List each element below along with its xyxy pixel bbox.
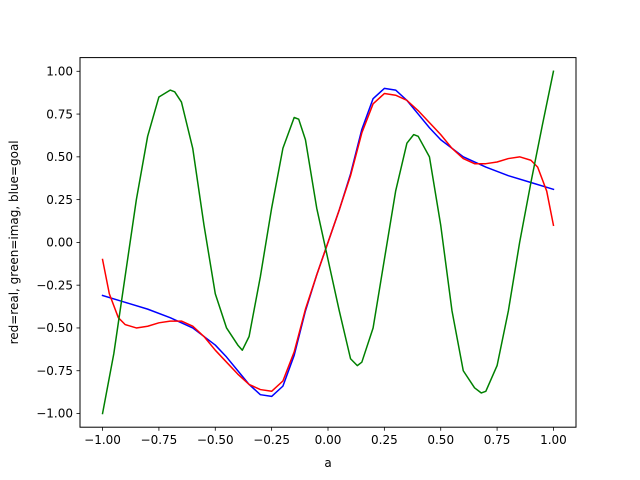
y-tick-label: −1.00 — [36, 407, 73, 421]
y-tick-label: −0.25 — [36, 278, 73, 292]
y-tick-label: 0.75 — [46, 107, 73, 121]
y-tick-label: 0.50 — [46, 150, 73, 164]
x-tick-label: −0.50 — [197, 433, 234, 447]
series-line-1 — [101, 92, 555, 393]
y-tick-label: 1.00 — [46, 64, 73, 78]
x-tick-label: 1.00 — [540, 433, 567, 447]
x-tick-label: 0.50 — [427, 433, 454, 447]
x-axis-label: a — [324, 456, 331, 470]
x-tick-label: −0.75 — [141, 433, 178, 447]
x-tick-label: −1.00 — [84, 433, 121, 447]
x-tick-label: −0.25 — [253, 433, 290, 447]
y-tick-label: 0.00 — [46, 236, 73, 250]
x-axis-ticks: −1.00 −0.75 −0.50 −0.25 0.00 0.25 0.50 0.75 1.00 — [84, 427, 567, 447]
x-tick-label: 0.75 — [484, 433, 511, 447]
y-tick-label: −0.75 — [36, 364, 73, 378]
series-line-2 — [101, 70, 555, 415]
y-tick-label: −0.50 — [36, 321, 73, 335]
y-axis-ticks: −1.00 −0.75 −0.50 −0.25 0.00 0.25 0.50 0.75 1.00 — [36, 64, 80, 421]
x-tick-label: 0.00 — [315, 433, 342, 447]
x-tick-label: 0.25 — [371, 433, 398, 447]
y-axis-label: red=real, green=imag, blue=goal — [7, 140, 21, 344]
y-tick-label: 0.25 — [46, 193, 73, 207]
series-layer — [101, 70, 555, 415]
